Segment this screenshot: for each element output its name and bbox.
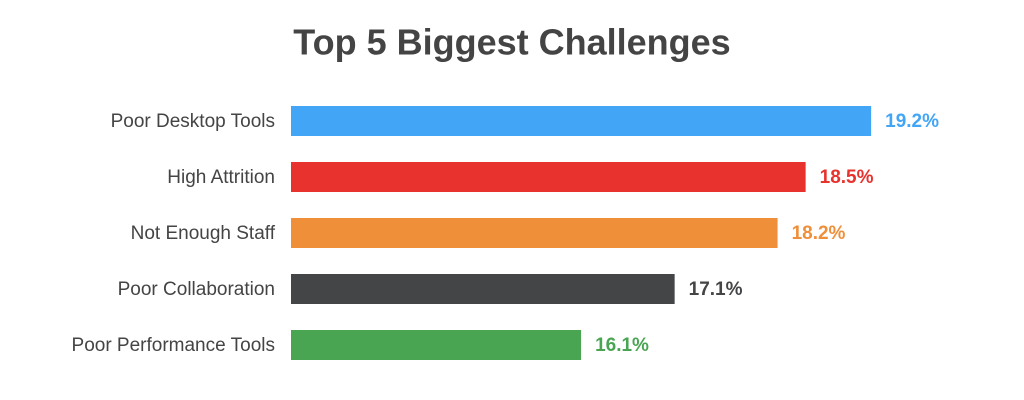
bar: [291, 218, 778, 248]
category-label: Poor Performance Tools: [72, 335, 275, 356]
category-label: Poor Desktop Tools: [111, 111, 275, 132]
bar: [291, 274, 675, 304]
bar: [291, 330, 582, 360]
value-label: 18.2%: [792, 223, 846, 244]
category-label: High Attrition: [167, 167, 275, 188]
value-label: 18.5%: [820, 167, 874, 188]
value-label: 16.1%: [595, 335, 649, 356]
bar: [291, 162, 806, 192]
value-label: 19.2%: [885, 111, 939, 132]
category-label: Poor Collaboration: [118, 279, 275, 300]
bar: [291, 106, 872, 136]
value-label: 17.1%: [689, 279, 743, 300]
category-label: Not Enough Staff: [131, 223, 276, 244]
chart-title: Top 5 Biggest Challenges: [293, 22, 730, 63]
